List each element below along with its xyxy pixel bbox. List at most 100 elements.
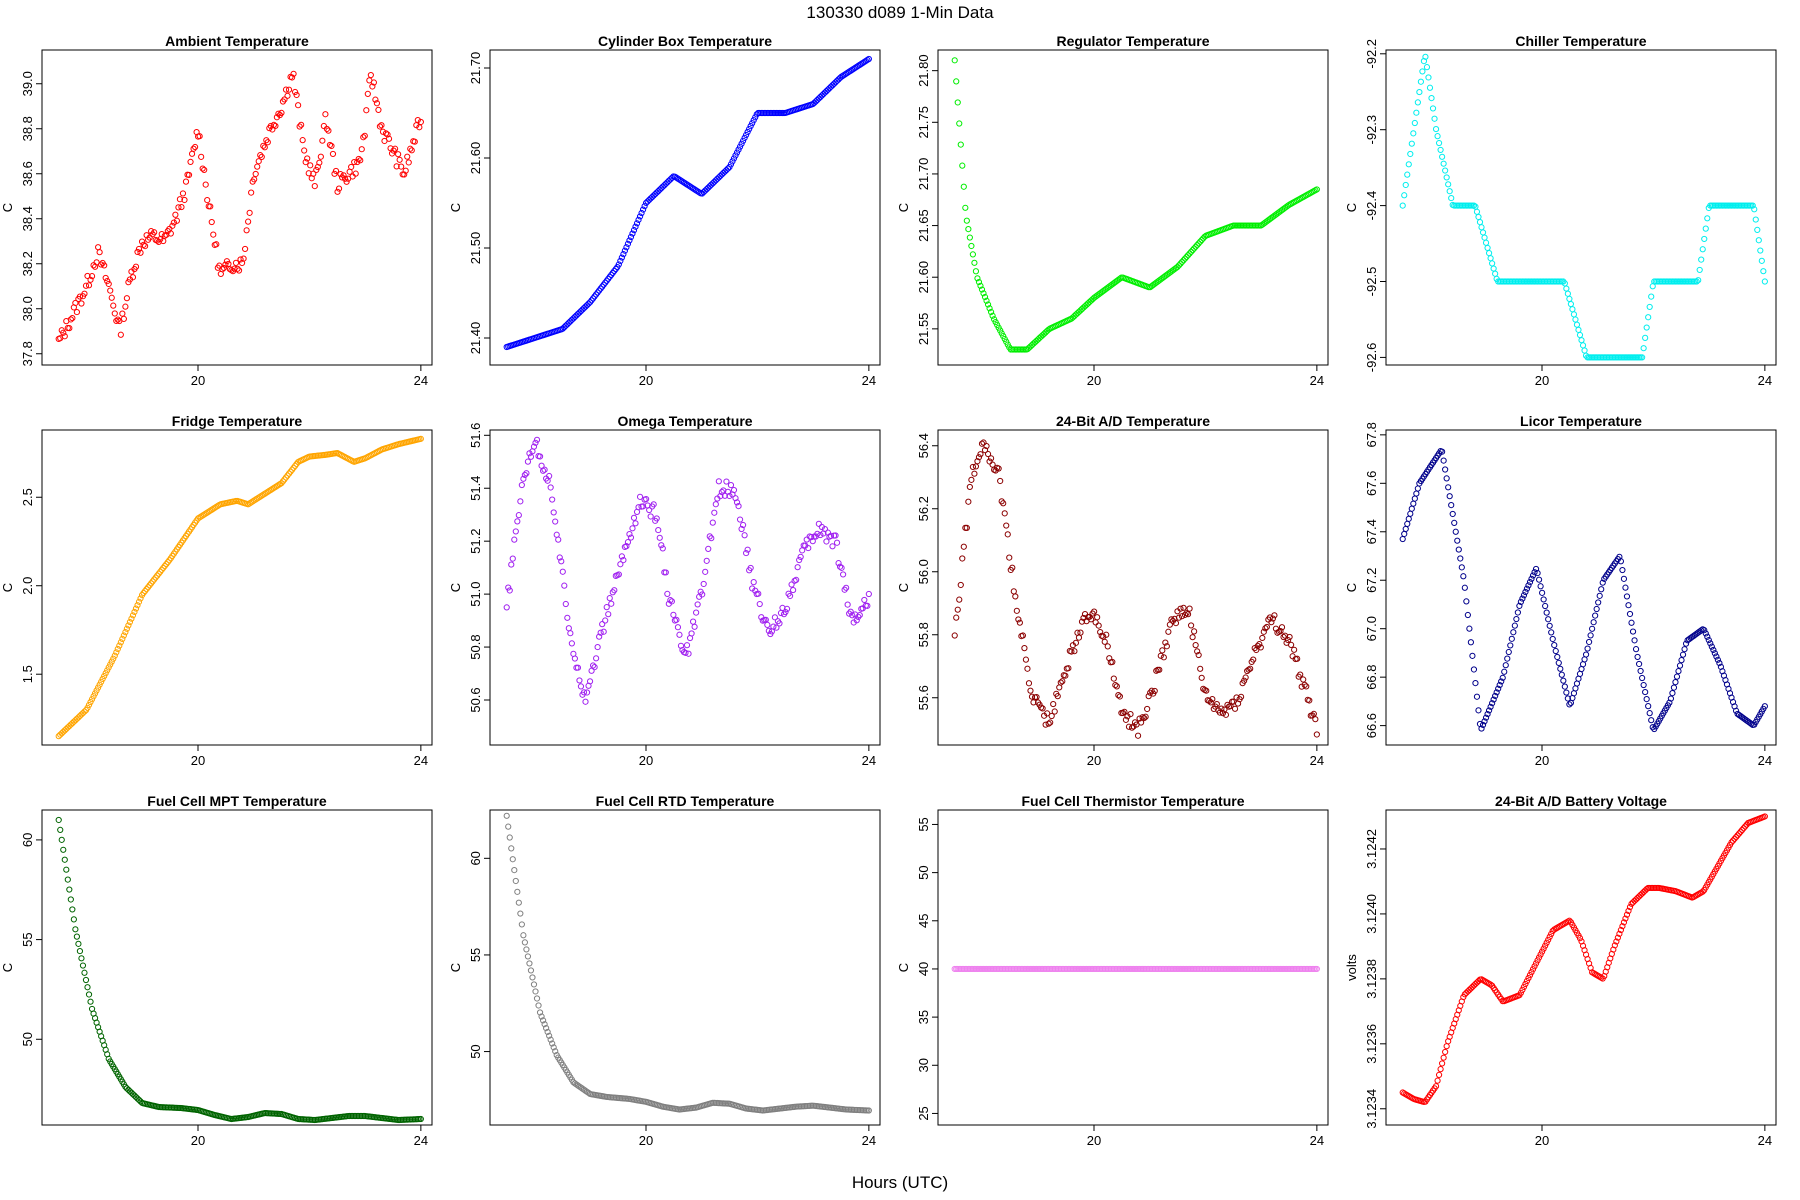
data-point bbox=[114, 316, 121, 323]
chart-title: 24-Bit A/D Temperature bbox=[1056, 413, 1210, 429]
data-series bbox=[503, 812, 872, 1114]
data-point bbox=[647, 513, 654, 520]
data-point bbox=[969, 463, 976, 471]
data-point bbox=[1009, 564, 1016, 571]
y-tick-label: 67.4 bbox=[1364, 519, 1379, 544]
data-point bbox=[332, 167, 340, 175]
data-point bbox=[1439, 1060, 1446, 1067]
data-point bbox=[1513, 615, 1520, 623]
data-point bbox=[756, 600, 763, 608]
data-point bbox=[1551, 641, 1558, 649]
data-point bbox=[61, 333, 68, 340]
data-point bbox=[401, 171, 408, 178]
data-point bbox=[117, 331, 124, 338]
data-point bbox=[668, 598, 675, 605]
data-point bbox=[1475, 707, 1482, 714]
data-point bbox=[1408, 505, 1415, 512]
data-point bbox=[1122, 716, 1130, 723]
y-tick-label: 51.0 bbox=[468, 581, 483, 606]
data-point bbox=[258, 153, 265, 160]
data-point bbox=[123, 625, 131, 632]
data-point bbox=[123, 295, 131, 302]
data-point bbox=[523, 470, 530, 477]
y-tick-label: 55 bbox=[468, 948, 483, 962]
data-point bbox=[1184, 252, 1192, 259]
y-tick-label: 50 bbox=[20, 1032, 35, 1046]
y-tick-label: 37.8 bbox=[20, 341, 35, 366]
chart-title: Licor Temperature bbox=[1520, 413, 1642, 429]
data-point bbox=[1704, 633, 1711, 640]
data-point bbox=[361, 132, 368, 139]
data-point bbox=[608, 600, 615, 607]
data-point bbox=[1019, 632, 1027, 639]
data-point bbox=[391, 145, 399, 152]
data-point bbox=[856, 611, 863, 619]
data-point bbox=[1451, 519, 1458, 526]
x-tick-label: 24 bbox=[862, 373, 876, 388]
data-point bbox=[623, 543, 630, 550]
data-point bbox=[310, 170, 317, 177]
plot-frame bbox=[41, 429, 433, 746]
data-point bbox=[1216, 709, 1223, 716]
data-point bbox=[974, 458, 981, 465]
data-point bbox=[243, 227, 250, 234]
chart-panel: 24-Bit A/D Temperature C 55.6 55.8 56.0 56.2 5… bbox=[896, 413, 1329, 768]
data-point bbox=[179, 190, 187, 197]
data-point bbox=[1479, 721, 1487, 729]
data-point bbox=[641, 203, 648, 210]
data-point bbox=[1449, 510, 1456, 518]
data-point bbox=[301, 147, 308, 154]
data-point bbox=[237, 256, 244, 263]
data-point bbox=[954, 99, 961, 106]
y-tick-label: 1.5 bbox=[20, 665, 35, 683]
data-point bbox=[674, 624, 682, 631]
data-point bbox=[1142, 713, 1149, 720]
data-point bbox=[1127, 710, 1134, 718]
data-point bbox=[134, 248, 141, 256]
data-point bbox=[517, 498, 524, 505]
data-point bbox=[638, 209, 645, 217]
data-point bbox=[1262, 625, 1269, 632]
data-point bbox=[1673, 673, 1681, 680]
data-point bbox=[210, 231, 217, 238]
data-point bbox=[615, 571, 622, 578]
data-point bbox=[1191, 245, 1198, 252]
y-tick-label: 39.0 bbox=[20, 71, 35, 96]
data-point bbox=[523, 946, 530, 953]
y-tick-label: 38.2 bbox=[20, 251, 35, 276]
data-point bbox=[1004, 531, 1011, 538]
data-point bbox=[730, 486, 738, 494]
data-point bbox=[1016, 619, 1023, 626]
data-point bbox=[122, 629, 129, 636]
y-tick-label: 51.4 bbox=[468, 476, 483, 501]
data-point bbox=[533, 436, 541, 443]
data-point bbox=[61, 856, 68, 863]
data-point bbox=[1484, 710, 1491, 718]
data-point bbox=[577, 683, 585, 690]
data-point bbox=[79, 709, 87, 717]
data-point bbox=[1634, 653, 1641, 661]
data-point bbox=[755, 590, 762, 597]
data-point bbox=[1047, 719, 1054, 726]
data-point bbox=[1475, 977, 1482, 985]
data-point bbox=[589, 662, 597, 669]
data-point bbox=[125, 1086, 132, 1093]
data-point bbox=[965, 226, 972, 233]
data-point bbox=[865, 590, 872, 598]
data-series bbox=[503, 55, 872, 351]
data-point bbox=[1566, 295, 1573, 302]
data-point bbox=[82, 976, 90, 984]
data-point bbox=[724, 488, 732, 495]
data-point bbox=[126, 1088, 134, 1095]
data-point bbox=[1643, 696, 1650, 703]
data-point bbox=[702, 568, 709, 575]
data-point bbox=[285, 86, 293, 93]
data-point bbox=[1168, 616, 1175, 623]
data-point bbox=[1705, 636, 1712, 644]
chart-panel: Cylinder Box Temperature C 21.40 21.50 21.60… bbox=[448, 33, 881, 388]
data-point bbox=[1554, 653, 1561, 661]
data-point bbox=[1440, 1054, 1447, 1061]
data-point bbox=[1186, 605, 1193, 612]
data-point bbox=[549, 496, 556, 503]
data-point bbox=[341, 175, 349, 182]
